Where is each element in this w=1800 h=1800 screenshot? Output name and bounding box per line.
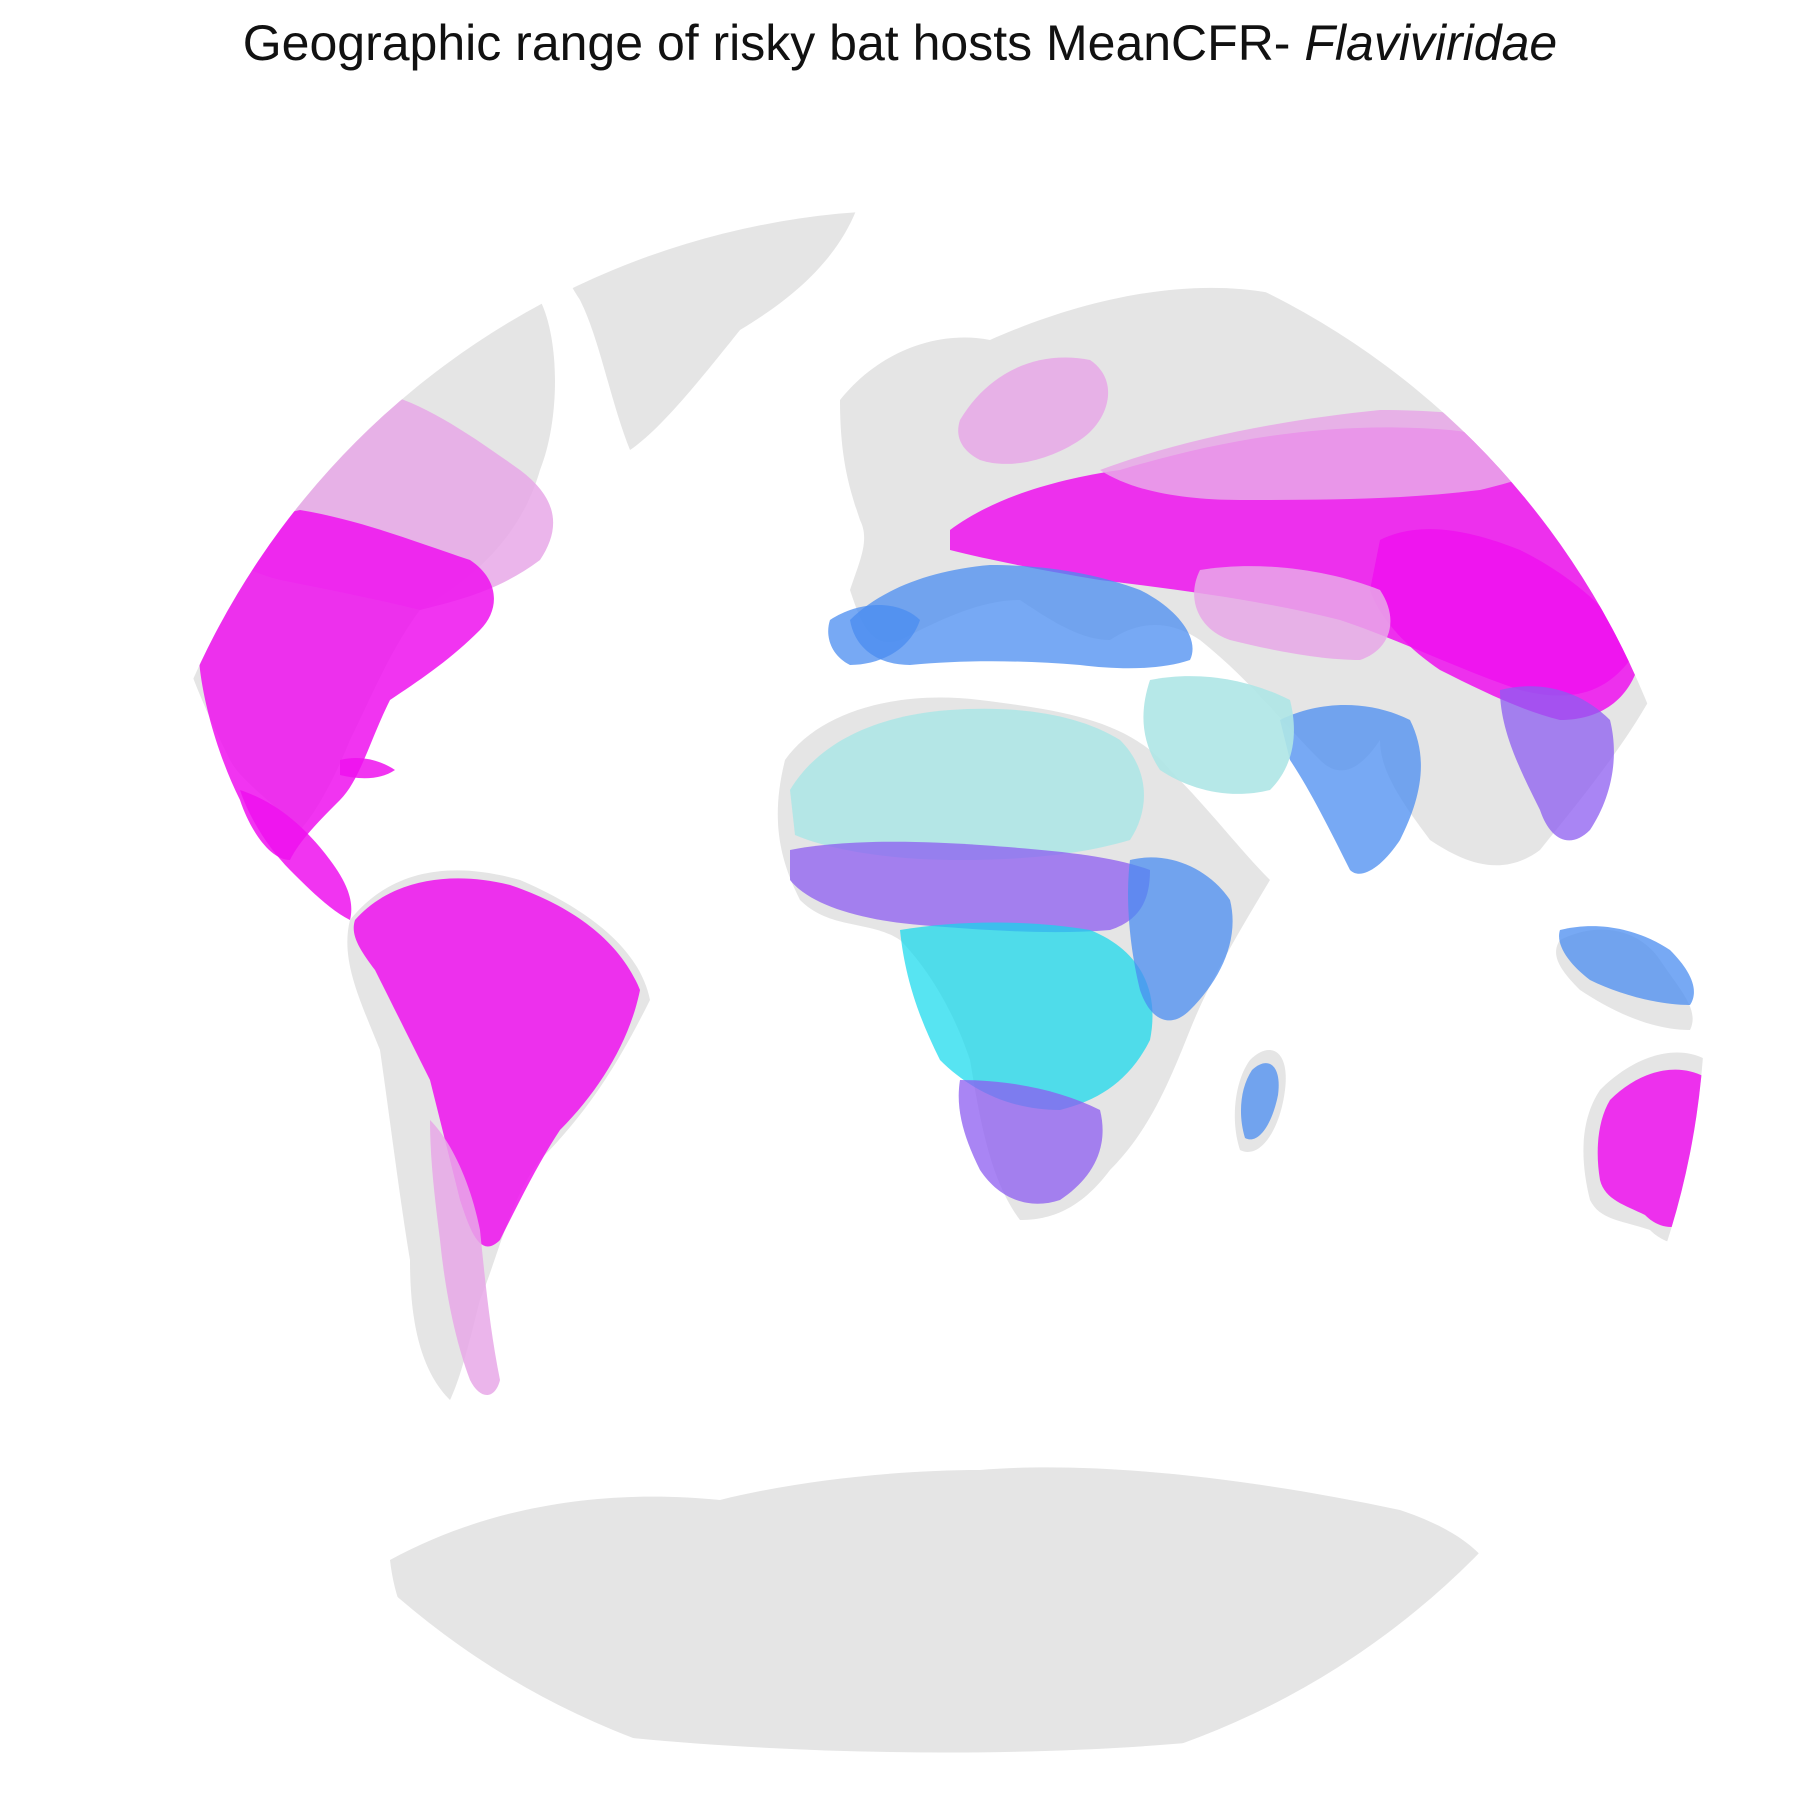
range-north-america [195, 510, 494, 860]
range-middle-east [1143, 676, 1294, 794]
range-caribbean [340, 758, 395, 779]
range-iberia [828, 605, 920, 665]
range-south-asia [1280, 705, 1421, 874]
land-arctic-islands [417, 227, 560, 300]
range-scandinavia-light [958, 357, 1109, 464]
range-southeast-asia [1500, 686, 1614, 841]
range-central-asia-light [1194, 566, 1391, 660]
land-antarctica [390, 1467, 1500, 1753]
range-sahara [790, 708, 1144, 860]
range-north-eurasia-light [1100, 410, 1580, 500]
range-south-america [353, 878, 640, 1247]
range-central-america [240, 790, 352, 920]
range-east-asia [1370, 529, 1640, 720]
range-sahel [790, 841, 1150, 933]
title-taxon: Flaviviridae [1304, 15, 1558, 71]
range-madagascar [1240, 1063, 1279, 1140]
range-east-africa [1128, 857, 1233, 1021]
range-south-america-south [430, 1120, 500, 1395]
range-central-africa [900, 922, 1153, 1110]
range-southern-africa [958, 1080, 1103, 1204]
title-main: Geographic range of risky bat hosts Mean… [242, 15, 1305, 71]
land-greenland [553, 210, 860, 450]
range-layer [195, 357, 1705, 1395]
range-indonesia [1559, 926, 1694, 1005]
chart-title: Geographic range of risky bat hosts Mean… [0, 14, 1800, 72]
range-mediterranean [850, 565, 1193, 669]
